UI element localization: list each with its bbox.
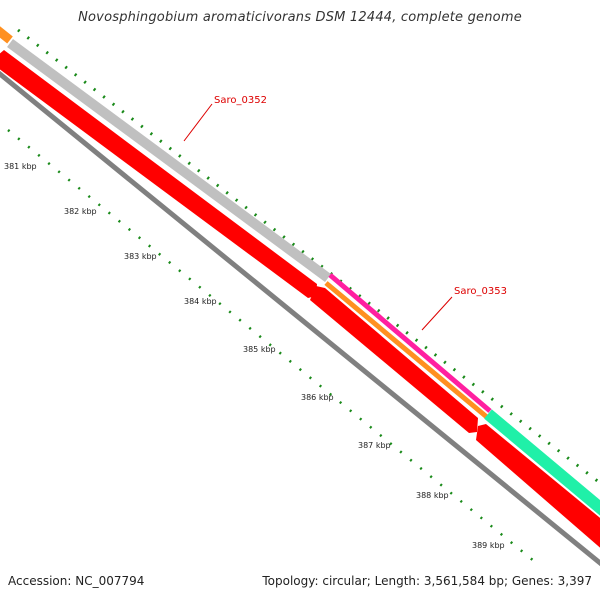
tick-label-387: 387 kbp xyxy=(358,441,391,450)
gene-label-saro-0352[interactable]: Saro_0352 xyxy=(214,95,267,106)
gene-track-saro-0353 xyxy=(328,273,492,413)
gene-track-saro-0352 xyxy=(7,38,331,283)
cds-saro-0353 xyxy=(310,286,478,433)
gene-label-saro-0353-group[interactable]: Saro_0353 xyxy=(421,286,507,331)
tick-label-381: 381 kbp xyxy=(4,162,37,171)
tick-label-385: 385 kbp xyxy=(243,345,276,354)
inner-ticks xyxy=(7,129,541,567)
genome-backbone xyxy=(0,70,600,567)
tick-label-389: 389 kbp xyxy=(472,541,505,550)
cds-saro-0352 xyxy=(0,50,317,298)
tick-label-383: 383 kbp xyxy=(124,252,157,261)
outer-ticks xyxy=(17,28,600,485)
map-title: Novosphingobium aromaticivorans DSM 1244… xyxy=(78,10,522,25)
cds-track-saro-0353-orange xyxy=(324,281,490,420)
accession-label: Accession: NC_007794 xyxy=(8,574,145,588)
tick-label-382: 382 kbp xyxy=(64,207,97,216)
leader-line-saro-0352 xyxy=(183,103,213,142)
tick-label-386: 386 kbp xyxy=(301,393,334,402)
cds-fragment-orange xyxy=(0,26,13,44)
gene-label-saro-0353[interactable]: Saro_0353 xyxy=(454,286,507,297)
tick-label-384: 384 kbp xyxy=(184,297,217,306)
tick-labels: 381 kbp 382 kbp 383 kbp 384 kbp 385 kbp … xyxy=(4,162,505,550)
gene-track-next xyxy=(484,409,600,516)
cds-track xyxy=(0,50,600,548)
cds-next xyxy=(476,424,600,548)
gene-label-saro-0352-group[interactable]: Saro_0352 xyxy=(183,95,267,142)
tick-label-388: 388 kbp xyxy=(416,491,449,500)
leader-line-saro-0353 xyxy=(421,296,453,331)
outer-ruler xyxy=(17,28,600,485)
genome-summary: Topology: circular; Length: 3,561,584 bp… xyxy=(262,574,592,588)
